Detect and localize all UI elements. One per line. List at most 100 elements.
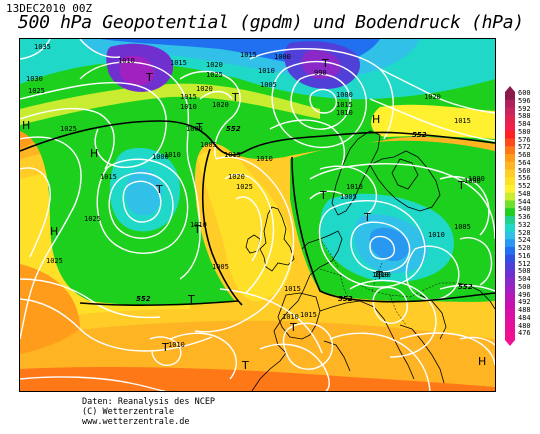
scale-cell bbox=[505, 154, 515, 163]
isobars bbox=[20, 39, 495, 391]
low-marker: T bbox=[155, 183, 163, 196]
scale-label: 508 bbox=[518, 267, 531, 276]
isobar-label: 1025 bbox=[206, 71, 223, 79]
gpdm-label: 552 bbox=[136, 295, 151, 303]
scale-cell bbox=[505, 92, 515, 101]
isobar-label: 1010 bbox=[258, 67, 275, 75]
scale-label: 600 bbox=[518, 89, 531, 97]
scale-cell bbox=[505, 324, 515, 333]
isobar-label: 1000 bbox=[336, 91, 353, 99]
low-marker: T bbox=[363, 211, 371, 224]
scale-label: 520 bbox=[518, 244, 531, 252]
isobar-label: 1020 bbox=[424, 93, 441, 101]
scale-label: 516 bbox=[518, 251, 531, 260]
scale-label: 560 bbox=[518, 166, 531, 175]
scale-cell bbox=[505, 161, 515, 170]
isobar-label: 1000 bbox=[274, 53, 291, 61]
isobar-label: 1010 bbox=[164, 151, 181, 159]
scale-cell bbox=[505, 115, 515, 124]
scale-label: 552 bbox=[518, 182, 531, 190]
isobar-label: 1005 bbox=[340, 193, 357, 201]
isobar-label: 1015 bbox=[240, 51, 257, 59]
isobar-label: 1010 bbox=[372, 271, 389, 279]
isobar-label: 1005 bbox=[212, 263, 229, 271]
low-marker: T bbox=[289, 321, 297, 334]
scale-cell bbox=[505, 130, 515, 139]
gpdm-labels: 552 552 552 552 552 bbox=[136, 125, 473, 303]
field-violet-west bbox=[119, 55, 155, 86]
scale-label: 528 bbox=[518, 228, 531, 237]
coastlines bbox=[245, 130, 495, 391]
scale-cell bbox=[505, 192, 515, 201]
high-marker: H bbox=[478, 355, 486, 368]
isobar-label: 1000 bbox=[374, 271, 391, 279]
scale-label: 488 bbox=[518, 306, 531, 314]
field-violet-east bbox=[302, 50, 341, 79]
high-marker: H bbox=[22, 119, 30, 132]
low-marker: T bbox=[195, 121, 203, 134]
scale-label: 500 bbox=[518, 282, 531, 291]
scale-label: 592 bbox=[518, 104, 531, 113]
isobar-label: 1005 bbox=[260, 81, 277, 89]
scale-label: 548 bbox=[518, 189, 531, 198]
scale-cell bbox=[505, 301, 515, 310]
isobar-label: 990 bbox=[314, 69, 327, 77]
isobar-label: 1000 bbox=[464, 177, 481, 185]
credit-line-copyright: (C) Wetterzentrale bbox=[82, 407, 175, 417]
scale-bottom-arrow bbox=[505, 340, 515, 346]
credit-line-website[interactable]: www.wetterzentrale.de bbox=[82, 417, 190, 427]
gpdm-label: 552 bbox=[226, 125, 241, 133]
scale-cells bbox=[505, 92, 515, 341]
isobar-label: 1010 bbox=[168, 341, 185, 349]
scale-cell bbox=[505, 99, 515, 108]
isobar-label: 1035 bbox=[34, 43, 51, 51]
scale-cell bbox=[505, 200, 515, 209]
isobar-label: 1015 bbox=[100, 173, 117, 181]
isobar-label: 1010 bbox=[190, 221, 207, 229]
gpdm-label: 552 bbox=[338, 295, 353, 303]
scale-cell bbox=[505, 247, 515, 256]
scale-cell bbox=[505, 293, 515, 302]
field-yellowgreen bbox=[20, 83, 320, 125]
low-marker: T bbox=[375, 269, 383, 282]
scale-label: 584 bbox=[518, 120, 531, 128]
scale-cell bbox=[505, 185, 515, 194]
isobar-label: 1010 bbox=[118, 57, 135, 65]
scale-cell bbox=[505, 177, 515, 186]
low-marker: T bbox=[231, 91, 239, 104]
scale-cell bbox=[505, 231, 515, 240]
scale-cell bbox=[505, 332, 515, 341]
isobar-label: 1015 bbox=[336, 101, 353, 109]
low-marker: T bbox=[161, 341, 169, 354]
credit-line-source: Daten: Reanalysis des NCEP bbox=[82, 397, 216, 407]
isobar-label: 1000 bbox=[468, 175, 485, 183]
low-marker: T bbox=[145, 71, 153, 84]
scale-label: 480 bbox=[518, 321, 531, 330]
isobar-label: 1025 bbox=[28, 87, 45, 95]
isobar-label: 1015 bbox=[224, 151, 241, 159]
scale-cell bbox=[505, 316, 515, 325]
field-ridge-yellow bbox=[198, 150, 293, 302]
isobar-label: 1020 bbox=[228, 173, 245, 181]
scale-label: 492 bbox=[518, 298, 531, 307]
scale-label: 588 bbox=[518, 112, 531, 121]
low-marker: T bbox=[187, 293, 195, 306]
isobar-label: 1030 bbox=[26, 75, 43, 83]
isobar-label: 1005 bbox=[454, 223, 471, 231]
pressure-centres: T T T T T T T T T T T T T T H H H H H bbox=[22, 57, 486, 372]
isobar-label: 1010 bbox=[336, 109, 353, 117]
isobar-label: 1025 bbox=[46, 257, 63, 265]
scale-label: 580 bbox=[518, 127, 531, 136]
scale-label: 504 bbox=[518, 275, 531, 283]
isobar-label: 1015 bbox=[284, 285, 301, 293]
isobar-label: 1005 bbox=[200, 141, 217, 149]
map-title: 500 hPa Geopotential (gpdm) und Bodendru… bbox=[18, 12, 524, 33]
scale-cell bbox=[505, 138, 515, 147]
scale-label: 568 bbox=[518, 151, 531, 159]
high-marker: H bbox=[50, 225, 58, 238]
data-credit: Daten: Reanalysis des NCEP (C) Wetterzen… bbox=[82, 397, 215, 427]
isobar-label: 1025 bbox=[60, 125, 77, 133]
scale-cell bbox=[505, 254, 515, 263]
isobar-label: 1010 bbox=[346, 183, 363, 191]
scale-label: 596 bbox=[518, 96, 531, 105]
